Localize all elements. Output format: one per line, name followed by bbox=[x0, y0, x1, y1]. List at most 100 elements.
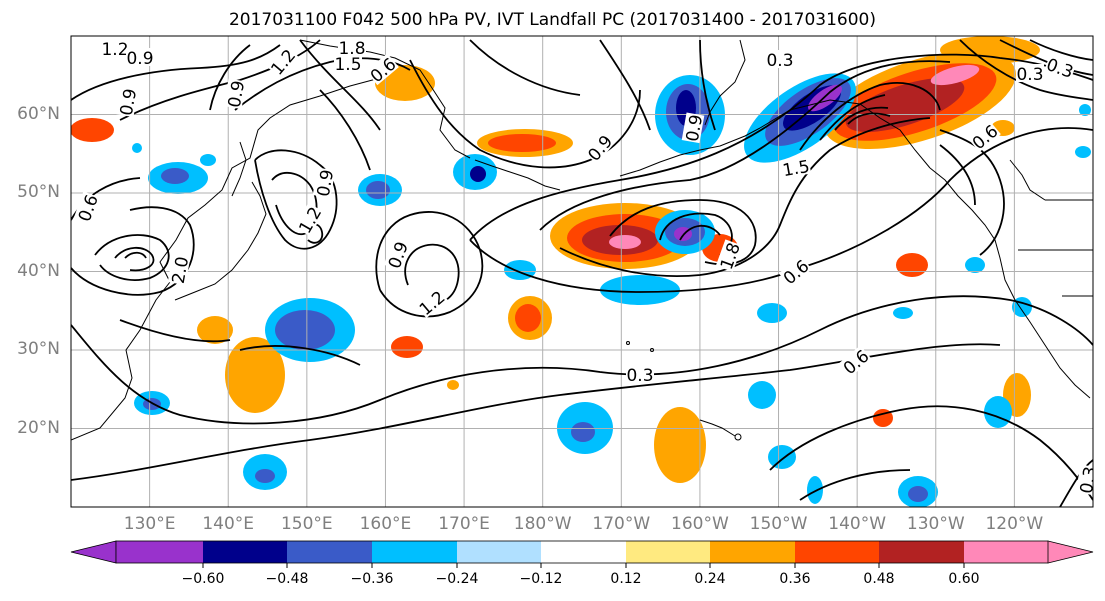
colorbar-tick-label: −0.36 bbox=[350, 571, 394, 587]
negative-anomaly-area bbox=[984, 396, 1012, 428]
positive-anomaly-area bbox=[225, 337, 285, 413]
contour-label-bg bbox=[101, 39, 129, 57]
colorbar-extend-max bbox=[1047, 540, 1094, 564]
positive-anomaly-area bbox=[71, 118, 114, 142]
colorbar-segment bbox=[203, 541, 288, 563]
contour-label-bg bbox=[334, 54, 362, 72]
longitude-tick-label: 180°W bbox=[513, 514, 572, 534]
contour-label: 0.9 bbox=[314, 168, 338, 198]
latitude-tick-label: 20°N bbox=[17, 417, 60, 438]
negative-anomaly-area bbox=[893, 307, 913, 319]
positive-anomaly-area bbox=[447, 380, 459, 390]
contour-label-bg bbox=[778, 255, 812, 288]
colorbar-segment bbox=[372, 541, 458, 563]
negative-anomaly-area bbox=[807, 476, 823, 504]
colorbar-segment bbox=[795, 541, 880, 563]
contour-label-bg bbox=[766, 50, 794, 68]
contour-label: 0.9 bbox=[126, 49, 153, 69]
contour-label-bg bbox=[1016, 64, 1044, 82]
contour-label: 1.5 bbox=[334, 55, 361, 75]
contour-label-bg bbox=[338, 38, 366, 56]
contour-label: 1.2 bbox=[101, 40, 128, 60]
longitude-tick-label: 160°E bbox=[359, 514, 412, 534]
contour-label-bg bbox=[681, 112, 705, 144]
negative-anomaly-area bbox=[768, 445, 796, 469]
colorbar-tick-label: −0.24 bbox=[435, 571, 479, 587]
positive-anomaly-area bbox=[197, 316, 233, 344]
colorbar-segment bbox=[287, 541, 373, 563]
negative-anomaly-area bbox=[600, 275, 680, 305]
contour-label-bg bbox=[365, 53, 399, 86]
colorbar-segment bbox=[457, 541, 542, 563]
longitude-tick-label: 140°W bbox=[828, 514, 887, 534]
negative-anomaly-area bbox=[748, 381, 776, 409]
contour-label-bg bbox=[626, 365, 654, 383]
contour-label: 0.3 bbox=[766, 51, 793, 71]
negative-anomaly-area bbox=[1075, 146, 1091, 158]
latitude-tick-label: 50°N bbox=[17, 182, 60, 202]
colorbar-segment bbox=[710, 541, 796, 563]
positive-anomaly-area bbox=[930, 64, 980, 86]
latitude-tick-label: 40°N bbox=[17, 260, 60, 281]
contour-label-bg bbox=[126, 48, 154, 66]
contour-label-bg bbox=[73, 191, 101, 224]
longitude-tick-label: 170°E bbox=[438, 514, 490, 534]
longitude-tick-label: 130°W bbox=[906, 514, 965, 534]
positive-anomaly-area bbox=[488, 134, 556, 152]
colorbar-tick-label: 0.48 bbox=[863, 571, 895, 587]
plot-title: 2017031100 F042 500 hPa PV, IVT Landfall… bbox=[228, 10, 876, 30]
colorbar-frame bbox=[115, 540, 1049, 564]
map-frame bbox=[70, 35, 1094, 508]
colorbar-extend-min bbox=[70, 540, 117, 564]
colorbar-tick-label: 0.24 bbox=[694, 571, 726, 587]
latitude-tick-label: 30°N bbox=[17, 339, 60, 359]
longitude-tick-label: 150°E bbox=[280, 514, 333, 534]
negative-anomaly-area bbox=[200, 154, 216, 166]
positive-anomaly-area bbox=[609, 235, 641, 249]
contour-label-bg bbox=[294, 202, 324, 237]
longitude-tick-label: 160°W bbox=[671, 514, 729, 534]
contour-label: 0.9 bbox=[225, 79, 249, 109]
negative-anomaly-area bbox=[132, 143, 142, 153]
negative-anomaly-area bbox=[470, 166, 486, 182]
contour-label: 0.3 bbox=[1016, 65, 1043, 85]
colorbar-tick-label: 0.12 bbox=[610, 571, 642, 587]
contour-label-bg bbox=[167, 254, 191, 286]
negative-anomaly-area bbox=[255, 469, 275, 483]
negative-anomaly-area bbox=[757, 303, 787, 323]
contour-label-bg bbox=[115, 86, 139, 118]
colorbar-tick-label: −0.60 bbox=[181, 571, 225, 587]
contour-label-bg bbox=[838, 345, 872, 378]
colorbar-tick-label: 0.36 bbox=[779, 571, 811, 587]
negative-anomaly-area bbox=[908, 486, 928, 502]
positive-anomaly-area bbox=[845, 78, 965, 132]
negative-anomaly-area bbox=[366, 181, 390, 199]
longitude-tick-label: 130°E bbox=[123, 514, 176, 534]
positive-anomaly-area bbox=[515, 304, 541, 332]
colorbar-tick-label: 0.60 bbox=[948, 571, 980, 587]
colorbar-segment bbox=[541, 541, 627, 563]
colorbar-tick-label: −0.12 bbox=[519, 571, 563, 587]
colorbar-tick-label: −0.48 bbox=[265, 571, 309, 587]
graticule bbox=[71, 36, 1093, 507]
colorbar-segment bbox=[879, 541, 965, 563]
contour-label: 0.9 bbox=[117, 87, 141, 117]
contour-label: 0.3 bbox=[626, 366, 653, 386]
contour-label-bg bbox=[1044, 53, 1077, 81]
longitude-tick-label: 140°E bbox=[202, 514, 255, 534]
coastlines bbox=[71, 39, 1093, 441]
latitude-tick-label: 60°N bbox=[17, 103, 60, 124]
positive-anomaly-area bbox=[391, 336, 423, 358]
positive-anomaly-area bbox=[940, 36, 1040, 64]
contour-label-bg bbox=[414, 286, 448, 319]
contour-label-bg bbox=[223, 78, 247, 110]
map-plot-area: 1.20.90.91.2 1.81.5 0.60.90.60.91.20.91.22… bbox=[71, 36, 1093, 507]
contour-label-bg bbox=[583, 130, 616, 164]
positive-anomaly-area bbox=[654, 407, 706, 483]
colorbar-segment bbox=[626, 541, 711, 563]
contour-label-bg bbox=[715, 239, 743, 272]
negative-anomaly-area bbox=[965, 257, 985, 273]
contour-labels-layer: 1.20.90.91.2 1.81.5 0.60.90.60.91.20.91.22… bbox=[73, 38, 1093, 495]
contour-label-bg bbox=[266, 44, 299, 78]
